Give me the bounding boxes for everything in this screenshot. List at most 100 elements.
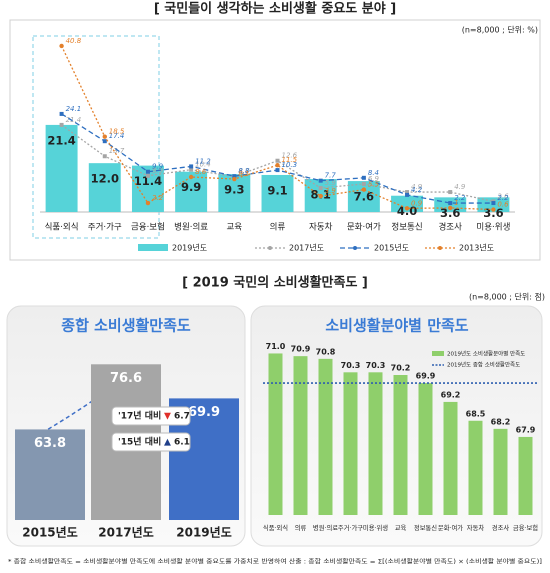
point-label: 8.8 xyxy=(238,167,250,175)
point-label: 4.9 xyxy=(454,183,466,191)
line-marker xyxy=(448,201,453,206)
bar-value-label: 70.3 xyxy=(341,361,361,370)
x-tick-label: 교육 xyxy=(226,223,242,233)
bar-value-label: 70.9 xyxy=(291,345,311,354)
x-tick-label: 교육 xyxy=(395,524,407,532)
bar-value-label: 69.2 xyxy=(441,390,461,399)
line-marker xyxy=(491,201,496,206)
x-tick-label: 의류 xyxy=(270,222,286,233)
point-label: 2.2 xyxy=(152,194,164,202)
point-label: 2.2 xyxy=(497,194,509,202)
legend-marker xyxy=(438,246,442,250)
bar-value-label: 67.9 xyxy=(516,425,536,434)
line-marker xyxy=(102,134,107,139)
x-tick-label: 문화·여가 xyxy=(347,222,381,233)
line-marker xyxy=(188,174,194,180)
line-marker xyxy=(318,178,323,183)
line-marker xyxy=(59,111,64,116)
point-label: 11.5 xyxy=(282,156,298,164)
legend-marker xyxy=(353,246,357,250)
line-marker xyxy=(189,164,194,169)
line-marker xyxy=(232,174,237,179)
point-label: 0.9 xyxy=(411,199,423,207)
x-tick-label: 자동차 xyxy=(467,523,485,532)
x-tick-label: 병원·의료 xyxy=(174,222,208,233)
x-tick-label: 경조사 xyxy=(438,222,462,233)
point-label: 2.2 xyxy=(454,194,466,202)
legend-marker xyxy=(268,246,272,250)
x-tick-label: 자동차 xyxy=(309,223,333,233)
annotation-symbol: ▲ xyxy=(164,438,171,448)
bar xyxy=(393,375,408,515)
line-marker xyxy=(275,158,280,163)
chart-title: [ 국민들이 생각하는 소비생활 중요도 분야 ] xyxy=(154,1,396,17)
line-marker xyxy=(405,190,410,195)
panel-title: 소비생활분야별 만족도 xyxy=(325,317,468,335)
top-panel xyxy=(9,19,541,261)
bar-value-label: 3.6 xyxy=(483,206,503,220)
line-marker xyxy=(448,190,453,195)
line-marker xyxy=(275,168,280,173)
bar xyxy=(468,420,483,515)
annotation-text: '15년 대비 xyxy=(118,436,161,448)
line-series xyxy=(61,124,494,203)
bar xyxy=(493,428,508,515)
line-marker xyxy=(145,200,151,206)
point-label: 18.5 xyxy=(109,128,125,136)
line-marker xyxy=(318,193,323,199)
annotation-value: 6.1 xyxy=(174,438,190,448)
annotation-symbol: ▼ xyxy=(164,412,171,422)
point-label: 9.9 xyxy=(152,163,164,171)
bar-value-label: 70.2 xyxy=(391,364,411,373)
annotation-box xyxy=(111,406,191,426)
line-marker xyxy=(145,169,150,174)
point-label: 11.2 xyxy=(195,157,211,165)
line-marker xyxy=(361,181,366,186)
bar-value-label: 68.2 xyxy=(491,417,511,426)
bar-value-label: 9.9 xyxy=(181,180,201,194)
x-tick-label: 병원·의료 xyxy=(313,523,338,532)
x-tick-label: 식품·외식 xyxy=(45,222,79,233)
bar-value-label: 12.0 xyxy=(91,172,119,186)
bar-value-label: 21.4 xyxy=(47,133,75,147)
annotation-value: 6.7 xyxy=(174,412,190,422)
bar xyxy=(293,356,308,515)
point-label: 1 xyxy=(454,199,458,207)
legend-label: 2019년도 xyxy=(172,243,207,253)
point-label: 40.8 xyxy=(66,37,82,45)
bar xyxy=(391,195,424,212)
point-label: 2.6 xyxy=(497,192,509,200)
line-marker xyxy=(232,176,237,182)
footnote: * 종합 소비생활만족도 = 소비생활분야별 만족도에 소비생활 분야별 중요도… xyxy=(8,558,542,566)
x-tick-label: 2015년도 xyxy=(22,526,77,540)
x-tick-label: 정보통신 xyxy=(391,222,422,233)
bar xyxy=(347,181,380,212)
x-tick-label: 금융·보험 xyxy=(513,524,538,532)
unit-note: (n=8,000 ; 단위: %) xyxy=(462,25,538,35)
annotation-text: '17년 대비 xyxy=(118,410,161,422)
bar xyxy=(88,163,121,212)
line-marker xyxy=(404,206,410,211)
point-label: 24.1 xyxy=(66,105,82,113)
bar-value-label: 69.9 xyxy=(416,372,436,381)
x-tick-label: 2017년도 xyxy=(98,526,153,540)
legend-swatch xyxy=(138,244,168,251)
point-label: 8.7 xyxy=(238,168,250,176)
bar xyxy=(443,401,458,515)
line-marker xyxy=(491,207,496,212)
legend-label: 2019년도 종합 소비생활만족도 xyxy=(447,361,520,369)
bar-value-label: 71.0 xyxy=(266,342,286,351)
line-marker xyxy=(405,192,410,197)
annotation-box xyxy=(111,432,191,452)
bar xyxy=(318,358,333,515)
point-label: 10.3 xyxy=(282,161,298,169)
highlight-box xyxy=(32,35,160,239)
x-tick-label: 금융·보험 xyxy=(131,223,165,233)
point-label: 10.4 xyxy=(195,161,211,169)
x-tick-label: 2019년도 xyxy=(176,526,231,540)
point-label: 5.9 xyxy=(325,179,337,187)
point-label: 6.9 xyxy=(368,175,380,183)
line-series xyxy=(61,45,494,211)
x-tick-label: 문화·여가 xyxy=(438,523,463,532)
